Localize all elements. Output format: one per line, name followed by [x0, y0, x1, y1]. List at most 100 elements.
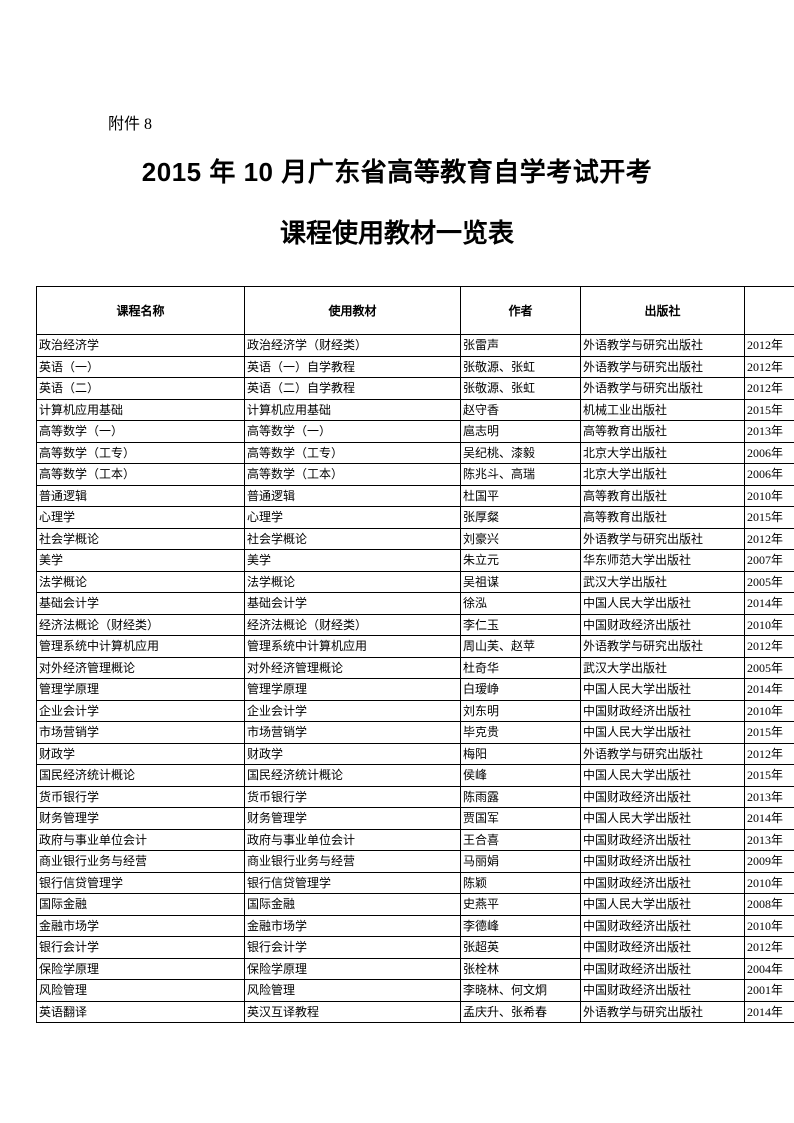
table-cell: 杜奇华 [461, 657, 581, 679]
table-row: 计算机应用基础计算机应用基础赵守香机械工业出版社2015年 [37, 399, 794, 421]
table-row: 法学概论法学概论吴祖谋武汉大学出版社2005年 [37, 571, 794, 593]
table-row: 高等数学（工专）高等数学（工专）吴纪桃、漆毅北京大学出版社2006年 [37, 442, 794, 464]
table-row: 财政学财政学梅阳外语教学与研究出版社2012年 [37, 743, 794, 765]
table-cell: 白瑷峥 [461, 679, 581, 701]
table-cell: 中国财政经济出版社 [581, 614, 745, 636]
table-cell: 中国人民大学出版社 [581, 765, 745, 787]
table-cell: 2015年 [745, 765, 794, 787]
table-cell: 美学 [37, 550, 245, 572]
table-cell: 企业会计学 [245, 700, 461, 722]
table-cell: 法学概论 [245, 571, 461, 593]
table-cell: 2012年 [745, 356, 794, 378]
table-cell: 中国财政经济出版社 [581, 851, 745, 873]
table-cell: 贾国军 [461, 808, 581, 830]
table-cell: 中国财政经济出版社 [581, 937, 745, 959]
table-cell: 刘东明 [461, 700, 581, 722]
table-cell: 张雷声 [461, 335, 581, 357]
table-cell: 2001年 [745, 980, 794, 1002]
table-cell: 2005年 [745, 657, 794, 679]
table-cell: 机械工业出版社 [581, 399, 745, 421]
table-cell: 国民经济统计概论 [245, 765, 461, 787]
table-cell: 银行信贷管理学 [37, 872, 245, 894]
table-cell: 侯峰 [461, 765, 581, 787]
table-cell: 银行会计学 [245, 937, 461, 959]
table-cell: 北京大学出版社 [581, 442, 745, 464]
table-row: 财务管理学财务管理学贾国军中国人民大学出版社2014年 [37, 808, 794, 830]
table-cell: 2014年 [745, 593, 794, 615]
table-cell: 国民经济统计概论 [37, 765, 245, 787]
table-cell: 2013年 [745, 786, 794, 808]
table-row: 风险管理风险管理李晓林、何文炯中国财政经济出版社2001年 [37, 980, 794, 1002]
table-cell: 英语（二）自学教程 [245, 378, 461, 400]
table-cell: 2012年 [745, 528, 794, 550]
table-cell: 计算机应用基础 [37, 399, 245, 421]
table-cell: 中国财政经济出版社 [581, 915, 745, 937]
table-cell: 金融市场学 [37, 915, 245, 937]
table-row: 高等数学（工本）高等数学（工本）陈兆斗、高瑞北京大学出版社2006年 [37, 464, 794, 486]
table-row: 心理学心理学张厚粲高等教育出版社2015年 [37, 507, 794, 529]
table-cell: 2013年 [745, 421, 794, 443]
table-cell: 2004年 [745, 958, 794, 980]
table-cell: 2009年 [745, 851, 794, 873]
table-row: 国际金融国际金融史燕平中国人民大学出版社2008年 [37, 894, 794, 916]
table-row: 美学美学朱立元华东师范大学出版社2007年 [37, 550, 794, 572]
table-cell: 对外经济管理概论 [37, 657, 245, 679]
table-cell: 英语（一） [37, 356, 245, 378]
table-cell: 2012年 [745, 335, 794, 357]
table-cell: 中国财政经济出版社 [581, 872, 745, 894]
table-cell: 孟庆升、张希春 [461, 1001, 581, 1023]
table-cell: 高等数学（工专） [37, 442, 245, 464]
table-cell: 梅阳 [461, 743, 581, 765]
table-cell: 英语（二） [37, 378, 245, 400]
table-cell: 2006年 [745, 464, 794, 486]
col-year [745, 287, 794, 335]
table-row: 政治经济学政治经济学（财经类）张雷声外语教学与研究出版社2012年 [37, 335, 794, 357]
table-row: 货币银行学货币银行学陈雨露中国财政经济出版社2013年 [37, 786, 794, 808]
table-cell: 朱立元 [461, 550, 581, 572]
table-cell: 外语教学与研究出版社 [581, 1001, 745, 1023]
table-cell: 中国人民大学出版社 [581, 679, 745, 701]
table-cell: 吴祖谋 [461, 571, 581, 593]
table-cell: 张超英 [461, 937, 581, 959]
col-publisher: 出版社 [581, 287, 745, 335]
table-row: 保险学原理保险学原理张栓林中国财政经济出版社2004年 [37, 958, 794, 980]
table-cell: 经济法概论（财经类） [245, 614, 461, 636]
table-cell: 陈兆斗、高瑞 [461, 464, 581, 486]
table-cell: 金融市场学 [245, 915, 461, 937]
table-row: 英语（一）英语（一）自学教程张敬源、张虹外语教学与研究出版社2012年 [37, 356, 794, 378]
table-row: 英语翻译英汉互译教程孟庆升、张希春外语教学与研究出版社2014年 [37, 1001, 794, 1023]
table-cell: 刘豪兴 [461, 528, 581, 550]
table-row: 高等数学（一）高等数学（一）扈志明高等教育出版社2013年 [37, 421, 794, 443]
table-row: 管理系统中计算机应用管理系统中计算机应用周山芙、赵苹外语教学与研究出版社2012… [37, 636, 794, 658]
table-cell: 2012年 [745, 937, 794, 959]
table-cell: 中国人民大学出版社 [581, 593, 745, 615]
table-cell: 保险学原理 [37, 958, 245, 980]
table-cell: 基础会计学 [245, 593, 461, 615]
table-cell: 对外经济管理概论 [245, 657, 461, 679]
table-cell: 马丽娟 [461, 851, 581, 873]
table-cell: 2012年 [745, 743, 794, 765]
table-cell: 李德峰 [461, 915, 581, 937]
table-cell: 2010年 [745, 614, 794, 636]
table-cell: 财务管理学 [245, 808, 461, 830]
table-cell: 管理系统中计算机应用 [245, 636, 461, 658]
table-cell: 市场营销学 [245, 722, 461, 744]
table-cell: 货币银行学 [37, 786, 245, 808]
table-cell: 2010年 [745, 485, 794, 507]
table-cell: 商业银行业务与经营 [245, 851, 461, 873]
table-cell: 高等数学（一） [245, 421, 461, 443]
table-row: 银行信贷管理学银行信贷管理学陈颖中国财政经济出版社2010年 [37, 872, 794, 894]
table-cell: 李晓林、何文炯 [461, 980, 581, 1002]
table-cell: 普通逻辑 [245, 485, 461, 507]
table-cell: 企业会计学 [37, 700, 245, 722]
table-cell: 经济法概论（财经类） [37, 614, 245, 636]
table-cell: 财政学 [37, 743, 245, 765]
table-cell: 市场营销学 [37, 722, 245, 744]
table-cell: 中国财政经济出版社 [581, 980, 745, 1002]
table-row: 管理学原理管理学原理白瑷峥中国人民大学出版社2014年 [37, 679, 794, 701]
table-cell: 普通逻辑 [37, 485, 245, 507]
table-cell: 2012年 [745, 378, 794, 400]
table-cell: 英语（一）自学教程 [245, 356, 461, 378]
table-cell: 外语教学与研究出版社 [581, 378, 745, 400]
table-cell: 外语教学与研究出版社 [581, 528, 745, 550]
